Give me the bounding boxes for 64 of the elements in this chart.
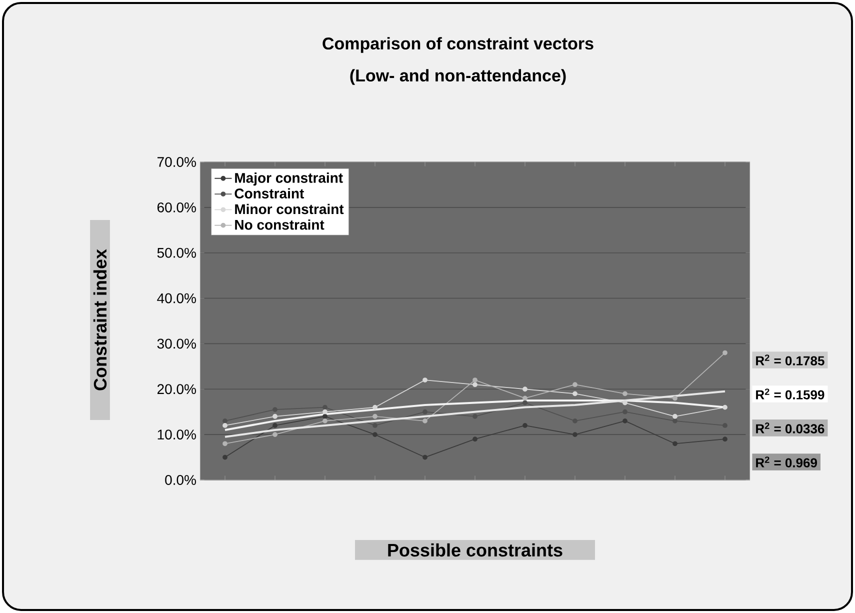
chart-title: Comparison of constraint vectors bbox=[322, 37, 594, 53]
point bbox=[672, 418, 678, 424]
point bbox=[472, 378, 478, 382]
y-tick-label: 50.0% bbox=[157, 248, 196, 258]
point bbox=[222, 441, 228, 446]
chart-subtitle: (Low- and non-attendance) bbox=[350, 69, 566, 85]
point bbox=[472, 382, 478, 388]
point bbox=[672, 414, 678, 419]
point bbox=[622, 400, 628, 406]
point bbox=[522, 386, 528, 392]
point bbox=[572, 432, 578, 438]
legend-label: Constraint bbox=[234, 188, 304, 198]
point bbox=[322, 409, 328, 414]
point bbox=[372, 432, 378, 438]
legend-label: Major constraint bbox=[235, 172, 343, 186]
text: R$^{2}$ = 0.1785 bbox=[756, 354, 824, 366]
point bbox=[572, 418, 578, 424]
point bbox=[222, 454, 228, 460]
point bbox=[222, 423, 228, 428]
point bbox=[272, 414, 278, 419]
point bbox=[622, 391, 628, 396]
point bbox=[572, 382, 578, 388]
point bbox=[522, 400, 528, 406]
y-tick-label: 0.0% bbox=[165, 475, 196, 485]
legend-label: No constraint bbox=[235, 219, 324, 230]
point bbox=[322, 404, 328, 410]
point bbox=[722, 423, 728, 428]
point bbox=[472, 414, 478, 419]
point bbox=[422, 454, 428, 460]
point bbox=[272, 423, 278, 428]
point bbox=[222, 418, 228, 424]
point bbox=[672, 441, 678, 446]
point bbox=[322, 418, 328, 424]
y-tick-label: 20.0% bbox=[157, 384, 196, 394]
text: R$^{2}$ = 0.969 bbox=[756, 456, 817, 468]
y-tick-label: 60.0% bbox=[157, 202, 196, 212]
point bbox=[272, 407, 278, 412]
point bbox=[572, 391, 578, 396]
y-tick-label: 10.0% bbox=[158, 430, 196, 440]
point bbox=[272, 432, 278, 438]
point bbox=[622, 409, 628, 414]
point bbox=[372, 423, 378, 428]
point bbox=[722, 404, 728, 410]
y-tick-label: 70.0% bbox=[158, 157, 196, 167]
x-axis-title: Possible constraints bbox=[388, 543, 562, 557]
point bbox=[522, 396, 528, 401]
text: R$^{2}$ = 0.0336 bbox=[756, 422, 824, 434]
point bbox=[422, 409, 428, 414]
point bbox=[522, 423, 528, 428]
point bbox=[672, 396, 678, 401]
point bbox=[722, 436, 728, 442]
point bbox=[372, 404, 378, 410]
point bbox=[472, 436, 478, 442]
point bbox=[422, 418, 428, 424]
legend-label: Minor constraint bbox=[235, 204, 344, 214]
y-axis-title: Constraint index bbox=[93, 249, 107, 390]
text: R$^{2}$ = 0.1599 bbox=[756, 388, 824, 400]
y-tick-label: 40.0% bbox=[157, 293, 196, 304]
point bbox=[422, 378, 428, 382]
point bbox=[372, 414, 378, 419]
point bbox=[622, 418, 628, 424]
point bbox=[322, 414, 328, 419]
y-tick-label: 30.0% bbox=[157, 338, 196, 349]
point bbox=[722, 350, 728, 356]
